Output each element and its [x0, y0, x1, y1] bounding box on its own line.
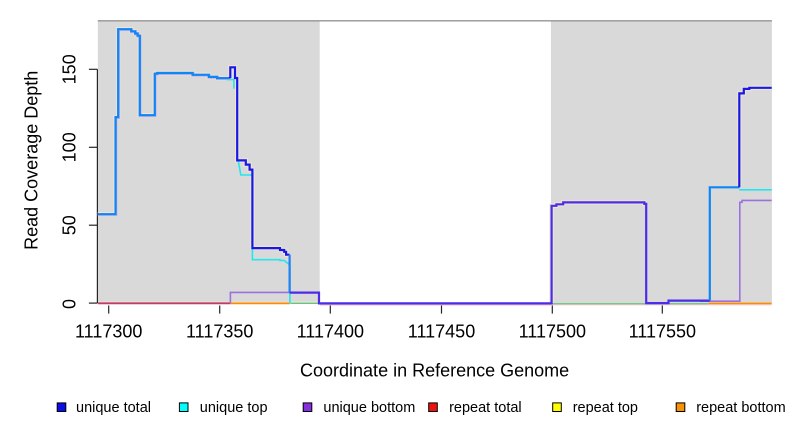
svg-text:unique bottom: unique bottom	[323, 400, 415, 416]
svg-text:Coordinate in Reference Genome: Coordinate in Reference Genome	[300, 361, 569, 381]
svg-text:1117300: 1117300	[75, 322, 142, 342]
svg-text:unique total: unique total	[76, 400, 151, 416]
svg-text:150: 150	[60, 54, 80, 84]
svg-text:0: 0	[60, 299, 80, 309]
svg-text:repeat bottom: repeat bottom	[696, 400, 785, 416]
svg-text:1117450: 1117450	[408, 322, 475, 342]
svg-text:unique top: unique top	[200, 400, 268, 416]
svg-text:100: 100	[60, 132, 80, 162]
svg-text:50: 50	[60, 215, 80, 235]
svg-text:1117550: 1117550	[629, 322, 696, 342]
svg-text:repeat total: repeat total	[449, 400, 522, 416]
svg-text:1117400: 1117400	[297, 322, 364, 342]
svg-text:repeat top: repeat top	[573, 400, 638, 416]
svg-text:1117500: 1117500	[519, 322, 586, 342]
svg-text:Read Coverage Depth: Read Coverage Depth	[21, 71, 41, 250]
svg-text:1117350: 1117350	[186, 322, 253, 342]
